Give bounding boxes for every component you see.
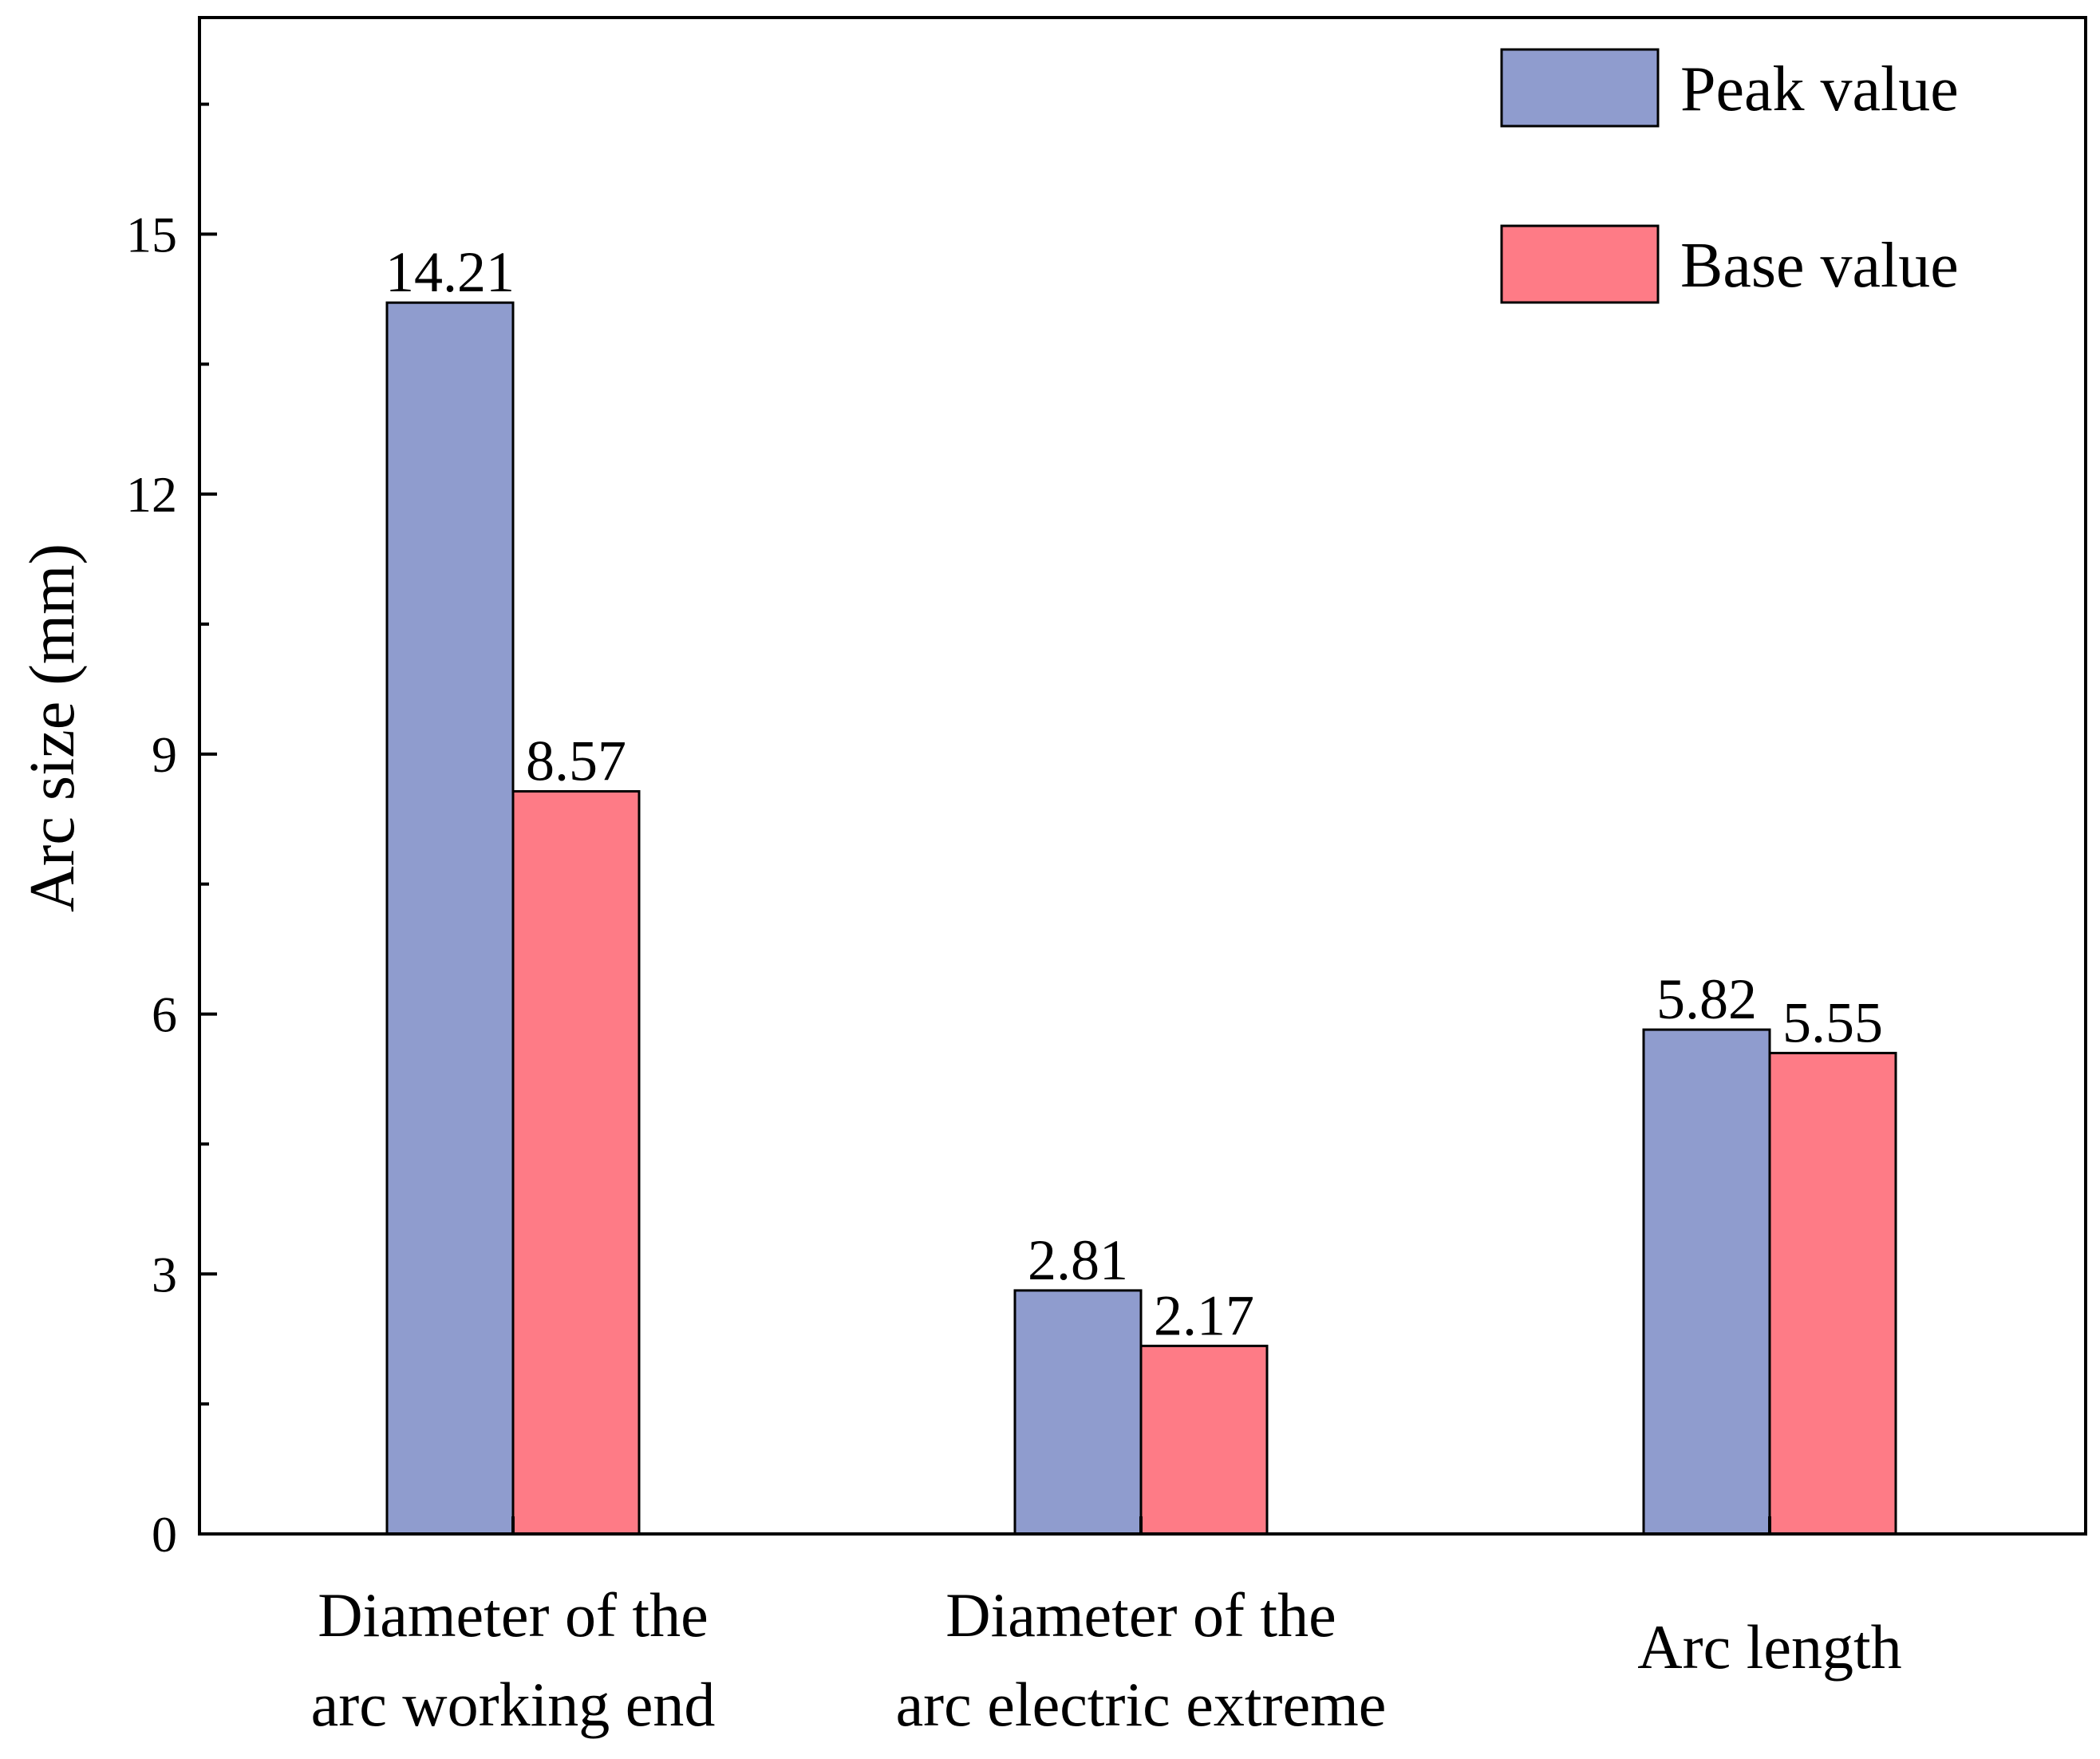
bar-peak-0 bbox=[385, 301, 515, 1536]
legend-label-peak: Peak value bbox=[1680, 54, 1959, 125]
labels-layer: 14.21 2.81 5.82 8.57 2.17 5.55 bbox=[385, 240, 1883, 1347]
y-tick-label: 12 bbox=[126, 466, 177, 523]
x-category-label-line: arc working end bbox=[311, 1670, 716, 1739]
x-category-label: Diameter of the arc working end bbox=[311, 1580, 716, 1739]
x-category-label-line: Diameter of the bbox=[945, 1580, 1336, 1650]
y-tick-label: 3 bbox=[152, 1246, 177, 1302]
x-category-label: Arc length bbox=[1637, 1612, 1901, 1682]
x-category-label-line: Arc length bbox=[1637, 1612, 1901, 1682]
legend: Peak value Base value bbox=[1500, 48, 1959, 304]
bar-base-2 bbox=[1768, 1051, 1897, 1536]
y-tick-label: 6 bbox=[152, 986, 177, 1043]
data-label-base-0: 8.57 bbox=[526, 729, 626, 793]
x-category-label-line: arc electric extreme bbox=[896, 1670, 1387, 1739]
data-label-base-1: 2.17 bbox=[1154, 1283, 1254, 1347]
y-tick-label: 15 bbox=[126, 206, 177, 263]
y-tick-label: 0 bbox=[152, 1506, 177, 1563]
data-label-peak-0: 14.21 bbox=[385, 240, 515, 304]
x-category-label-line: Diameter of the bbox=[318, 1580, 708, 1650]
data-label-peak-2: 5.82 bbox=[1656, 967, 1757, 1031]
legend-swatch-peak bbox=[1500, 48, 1660, 128]
y-tick-label: 9 bbox=[152, 726, 177, 783]
y-axis-title: Arc size (mm) bbox=[18, 544, 88, 912]
x-category-label: Diameter of the arc electric extreme bbox=[896, 1580, 1387, 1739]
legend-swatch-base bbox=[1500, 224, 1660, 304]
bar-peak-1 bbox=[1013, 1289, 1143, 1536]
legend-label-base: Base value bbox=[1680, 231, 1959, 301]
data-label-base-2: 5.55 bbox=[1782, 990, 1883, 1054]
bar-base-0 bbox=[511, 790, 641, 1536]
data-label-peak-1: 2.81 bbox=[1028, 1228, 1128, 1292]
bars-layer bbox=[385, 301, 1897, 1536]
bar-peak-2 bbox=[1642, 1028, 1771, 1536]
bar-base-1 bbox=[1139, 1344, 1269, 1536]
